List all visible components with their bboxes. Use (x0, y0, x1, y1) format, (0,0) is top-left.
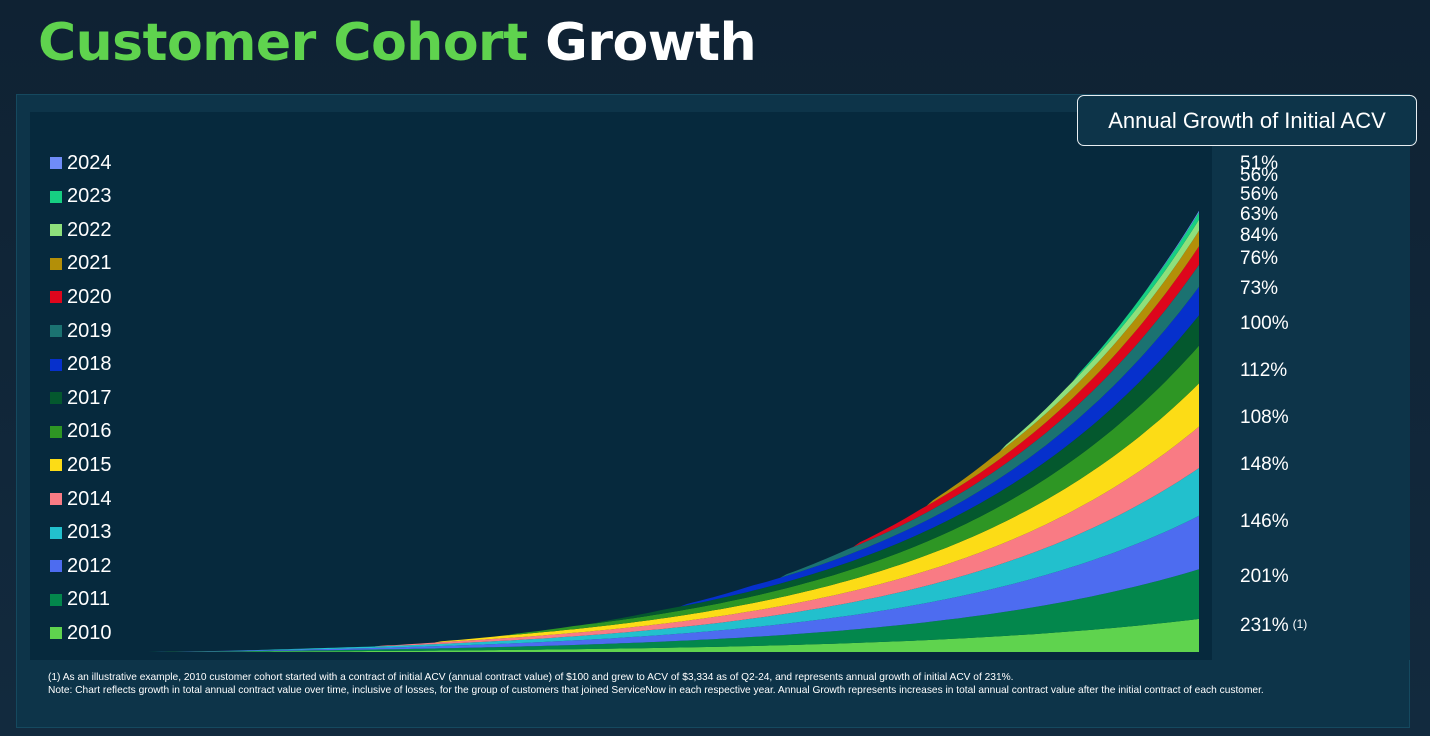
legend-swatch-2020 (50, 291, 62, 304)
legend-label-2016: 2016 (67, 420, 112, 443)
legend-label-2021: 2021 (67, 252, 112, 275)
growth-label-2013: 148% (1240, 455, 1289, 475)
legend-label-2020: 2020 (67, 285, 112, 308)
title-part-growth: Growth (545, 13, 757, 73)
annual-growth-box: Annual Growth of Initial ACV (1077, 95, 1417, 146)
legend-label-2015: 2015 (67, 453, 112, 476)
legend-swatch-2023 (50, 190, 62, 203)
legend-swatch-2022 (50, 224, 62, 237)
legend-item-2014: 2014 (50, 486, 112, 512)
legend-swatch-2017 (50, 392, 62, 405)
footnotes: (1) As an illustrative example, 2010 cus… (48, 672, 1308, 697)
growth-label-text-2013: 148% (1240, 454, 1289, 475)
area-series-2011 (135, 569, 1199, 652)
growth-label-text-2018: 76% (1240, 248, 1279, 269)
legend-item-2012: 2012 (50, 553, 112, 579)
legend-label-2011: 2011 (67, 588, 111, 611)
legend-swatch-2016 (50, 425, 62, 438)
title-part-customer-cohort: Customer Cohort (38, 13, 528, 73)
legend-item-2023: 2023 (50, 184, 112, 210)
growth-label-text-2010: 231% (1240, 615, 1289, 636)
growth-label-2015: 112% (1240, 361, 1287, 381)
area-series-2012 (135, 515, 1199, 652)
growth-label-2012: 146% (1240, 512, 1289, 532)
footnote-marker: (1) (1292, 617, 1308, 631)
legend-item-2013: 2013 (50, 520, 112, 546)
legend-label-2014: 2014 (67, 487, 112, 510)
legend-swatch-2011 (50, 593, 62, 606)
growth-label-text-2021: 56% (1240, 184, 1279, 205)
footnote-note: Note: Chart reflects growth in total ann… (48, 684, 1264, 696)
growth-label-2023: 51% (1240, 154, 1278, 174)
legend-item-2018: 2018 (50, 352, 112, 378)
growth-label-text-2022: 56% (1240, 165, 1279, 186)
legend-label-2017: 2017 (67, 386, 112, 409)
legend-item-2020: 2020 (50, 284, 112, 310)
growth-labels-column (1216, 112, 1410, 660)
legend-swatch-2013 (50, 526, 62, 539)
legend-swatch-2024 (50, 157, 62, 169)
legend-label-2018: 2018 (67, 353, 112, 376)
legend-swatch-2018 (50, 358, 62, 371)
legend-label-2013: 2013 (67, 521, 112, 544)
growth-label-text-2011: 201% (1240, 566, 1289, 587)
growth-label-text-2020: 63% (1240, 204, 1279, 225)
legend-item-2016: 2016 (50, 419, 112, 445)
legend-swatch-2021 (50, 257, 62, 270)
legend-label-2012: 2012 (67, 554, 112, 577)
growth-label-2022: 56% (1240, 166, 1278, 186)
legend-swatch-2014 (50, 493, 62, 505)
legend-label-2010: 2010 (67, 621, 112, 644)
legend-label-2019: 2019 (67, 319, 112, 342)
growth-label-text-2015: 112% (1240, 360, 1288, 381)
legend-label-2022: 2022 (67, 218, 112, 241)
legend-item-2015: 2015 (50, 452, 112, 478)
legend-swatch-2015 (50, 459, 62, 472)
growth-label-text-2014: 108% (1240, 407, 1289, 428)
legend-item-2011: 2011 (50, 587, 110, 613)
growth-label-2018: 76% (1240, 249, 1278, 269)
page-title: Customer Cohort Growth (38, 10, 757, 76)
legend-item-2021: 2021 (50, 251, 112, 277)
growth-label-2016: 100% (1240, 314, 1289, 334)
area-series-2010 (135, 618, 1199, 652)
growth-label-text-2019: 84% (1240, 225, 1279, 246)
legend-item-2022: 2022 (50, 217, 112, 243)
growth-label-2010: 231% (1) (1240, 616, 1307, 636)
legend-item-2019: 2019 (50, 318, 112, 344)
growth-label-2011: 201% (1240, 567, 1289, 587)
legend-label-2024: 2024 (67, 151, 112, 174)
footnote-1: (1) As an illustrative example, 2010 cus… (48, 672, 1014, 683)
growth-label-2014: 108% (1240, 408, 1289, 428)
growth-label-2020: 63% (1240, 205, 1278, 225)
growth-label-text-2017: 73% (1240, 278, 1279, 299)
annual-growth-box-label: Annual Growth of Initial ACV (1108, 107, 1386, 133)
growth-label-text-2023: 51% (1240, 153, 1279, 174)
legend-item-2010: 2010 (50, 620, 112, 646)
legend-swatch-2019 (50, 325, 62, 337)
legend-item-2024: 2024 (50, 150, 112, 176)
legend-swatch-2012 (50, 560, 62, 573)
growth-label-text-2016: 100% (1240, 313, 1289, 334)
growth-label-2017: 73% (1240, 279, 1278, 299)
legend-swatch-2010 (50, 627, 62, 640)
growth-label-2019: 84% (1240, 226, 1278, 246)
growth-label-text-2012: 146% (1240, 511, 1289, 532)
legend-item-2017: 2017 (50, 385, 112, 411)
legend-label-2023: 2023 (67, 185, 112, 208)
growth-label-2021: 56% (1240, 185, 1278, 205)
